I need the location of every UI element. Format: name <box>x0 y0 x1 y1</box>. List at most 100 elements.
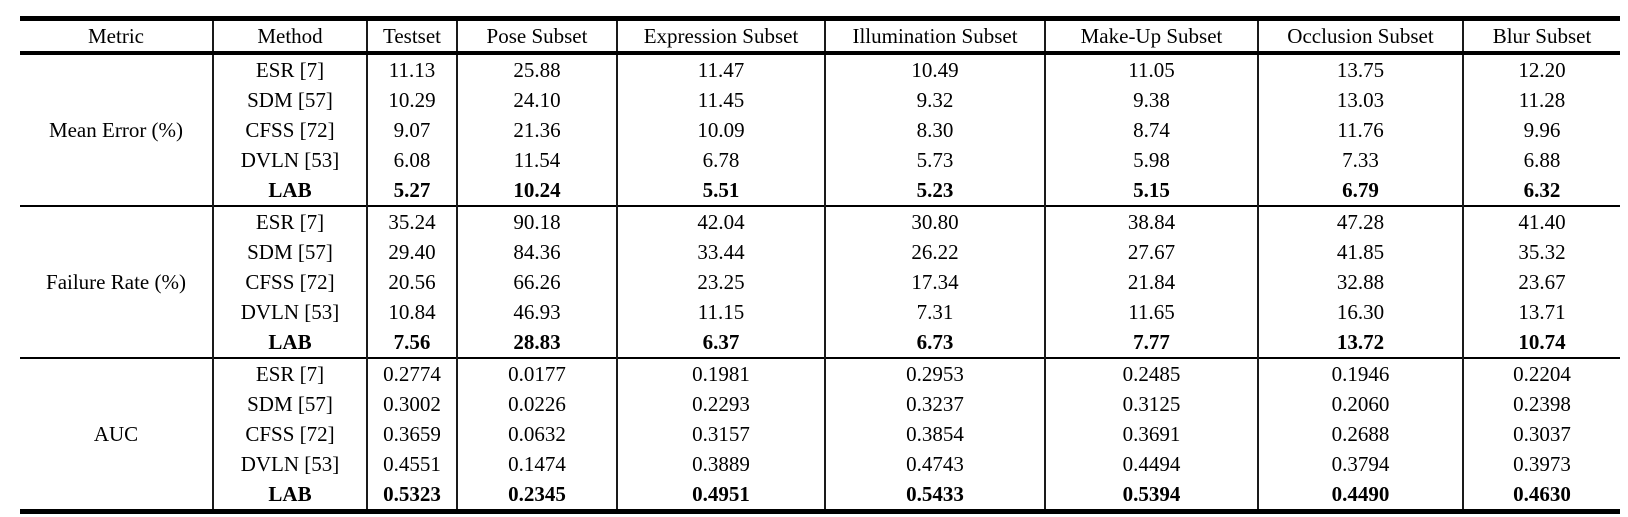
value-cell: 5.27 <box>366 175 457 206</box>
value-cell: 0.3854 <box>824 419 1045 449</box>
value-cell: 11.28 <box>1462 85 1620 115</box>
table-row: LAB 7.56 28.83 6.37 6.73 7.77 13.72 10.74 <box>20 327 1620 358</box>
value-cell: 5.23 <box>824 175 1045 206</box>
value-cell: 9.07 <box>366 115 457 145</box>
value-cell: 0.4551 <box>366 449 457 479</box>
value-cell: 47.28 <box>1257 205 1463 237</box>
value-cell: 0.2398 <box>1462 389 1620 419</box>
value-cell: 0.4490 <box>1257 479 1463 512</box>
value-cell: 0.5323 <box>366 479 457 512</box>
method-cell: DVLN [53] <box>212 449 367 479</box>
value-cell: 0.0632 <box>456 419 617 449</box>
value-cell: 0.3125 <box>1044 389 1258 419</box>
value-cell: 10.49 <box>824 53 1045 85</box>
value-cell: 0.2204 <box>1462 357 1620 389</box>
column-header-testset: Testset <box>366 18 457 55</box>
value-cell: 0.0177 <box>456 357 617 389</box>
value-cell: 46.93 <box>456 297 617 327</box>
value-cell: 9.38 <box>1044 85 1258 115</box>
value-cell: 6.08 <box>366 145 457 175</box>
value-cell: 0.3973 <box>1462 449 1620 479</box>
value-cell: 7.31 <box>824 297 1045 327</box>
value-cell: 21.84 <box>1044 267 1258 297</box>
value-cell: 17.34 <box>824 267 1045 297</box>
value-cell: 33.44 <box>616 237 825 267</box>
value-cell: 9.96 <box>1462 115 1620 145</box>
column-header-occlusion-subset: Occlusion Subset <box>1257 18 1463 55</box>
value-cell: 6.73 <box>824 327 1045 358</box>
metric-cell: AUC <box>20 357 213 512</box>
value-cell: 16.30 <box>1257 297 1463 327</box>
value-cell: 0.1474 <box>456 449 617 479</box>
value-cell: 8.30 <box>824 115 1045 145</box>
value-cell: 0.3157 <box>616 419 825 449</box>
column-header-pose-subset: Pose Subset <box>456 18 617 55</box>
column-header-expression-subset: Expression Subset <box>616 18 825 55</box>
value-cell: 0.2485 <box>1044 357 1258 389</box>
value-cell: 26.22 <box>824 237 1045 267</box>
value-cell: 35.24 <box>366 205 457 237</box>
value-cell: 10.74 <box>1462 327 1620 358</box>
value-cell: 0.4630 <box>1462 479 1620 512</box>
value-cell: 66.26 <box>456 267 617 297</box>
value-cell: 0.4494 <box>1044 449 1258 479</box>
header-row: Metric Method Testset Pose Subset Expression… <box>20 18 1620 55</box>
table-row: AUC ESR [7] 0.2774 0.0177 0.1981 0.2953 0.2485… <box>20 357 1620 512</box>
value-cell: 10.29 <box>366 85 457 115</box>
value-cell: 0.2774 <box>366 357 457 389</box>
table-row: DVLN [53] 10.84 46.93 11.15 7.31 11.65 16.30 13… <box>20 297 1620 327</box>
value-cell: 12.20 <box>1462 53 1620 85</box>
method-cell: CFSS [72] <box>212 115 367 145</box>
value-cell: 0.5394 <box>1044 479 1258 512</box>
value-cell: 13.75 <box>1257 53 1463 85</box>
value-cell: 7.33 <box>1257 145 1463 175</box>
column-header-blur-subset: Blur Subset <box>1462 18 1620 55</box>
value-cell: 0.2293 <box>616 389 825 419</box>
value-cell: 10.84 <box>366 297 457 327</box>
method-cell: ESR [7] <box>212 205 367 237</box>
value-cell: 0.3002 <box>366 389 457 419</box>
value-cell: 90.18 <box>456 205 617 237</box>
table-row: LAB 5.27 10.24 5.51 5.23 5.15 6.79 6.32 <box>20 175 1620 206</box>
method-cell: SDM [57] <box>212 237 367 267</box>
value-cell: 11.54 <box>456 145 617 175</box>
column-header-illumination-subset: Illumination Subset <box>824 18 1045 55</box>
value-cell: 23.25 <box>616 267 825 297</box>
value-cell: 13.72 <box>1257 327 1463 358</box>
value-cell: 0.2688 <box>1257 419 1463 449</box>
value-cell: 35.32 <box>1462 237 1620 267</box>
value-cell: 28.83 <box>456 327 617 358</box>
value-cell: 0.3659 <box>366 419 457 449</box>
value-cell: 11.76 <box>1257 115 1463 145</box>
value-cell: 5.73 <box>824 145 1045 175</box>
value-cell: 0.3691 <box>1044 419 1258 449</box>
value-cell: 11.05 <box>1044 53 1258 85</box>
value-cell: 38.84 <box>1044 205 1258 237</box>
value-cell: 13.03 <box>1257 85 1463 115</box>
metric-group: AUC ESR [7] 0.2774 0.0177 0.1981 0.2953 0.2485… <box>20 357 1620 512</box>
value-cell: 0.1946 <box>1257 357 1463 389</box>
value-cell: 0.1981 <box>616 357 825 389</box>
column-header-method: Method <box>212 18 367 55</box>
value-cell: 0.3794 <box>1257 449 1463 479</box>
value-cell: 11.15 <box>616 297 825 327</box>
table-row: DVLN [53] 0.4551 0.1474 0.3889 0.4743 0.4494 0… <box>20 449 1620 479</box>
value-cell: 7.77 <box>1044 327 1258 358</box>
value-cell: 25.88 <box>456 53 617 85</box>
value-cell: 5.51 <box>616 175 825 206</box>
table-row: SDM [57] 10.29 24.10 11.45 9.32 9.38 13.03 11.2… <box>20 85 1620 115</box>
value-cell: 41.85 <box>1257 237 1463 267</box>
column-header-metric: Metric <box>20 18 213 55</box>
value-cell: 6.78 <box>616 145 825 175</box>
value-cell: 20.56 <box>366 267 457 297</box>
value-cell: 21.36 <box>456 115 617 145</box>
value-cell: 42.04 <box>616 205 825 237</box>
value-cell: 7.56 <box>366 327 457 358</box>
table-row: CFSS [72] 20.56 66.26 23.25 17.34 21.84 32.88 2… <box>20 267 1620 297</box>
value-cell: 6.88 <box>1462 145 1620 175</box>
value-cell: 11.13 <box>366 53 457 85</box>
value-cell: 41.40 <box>1462 205 1620 237</box>
table-row: SDM [57] 0.3002 0.0226 0.2293 0.3237 0.3125 0.… <box>20 389 1620 419</box>
value-cell: 11.65 <box>1044 297 1258 327</box>
benchmark-results-table: Metric Method Testset Pose Subset Expression… <box>20 16 1620 514</box>
